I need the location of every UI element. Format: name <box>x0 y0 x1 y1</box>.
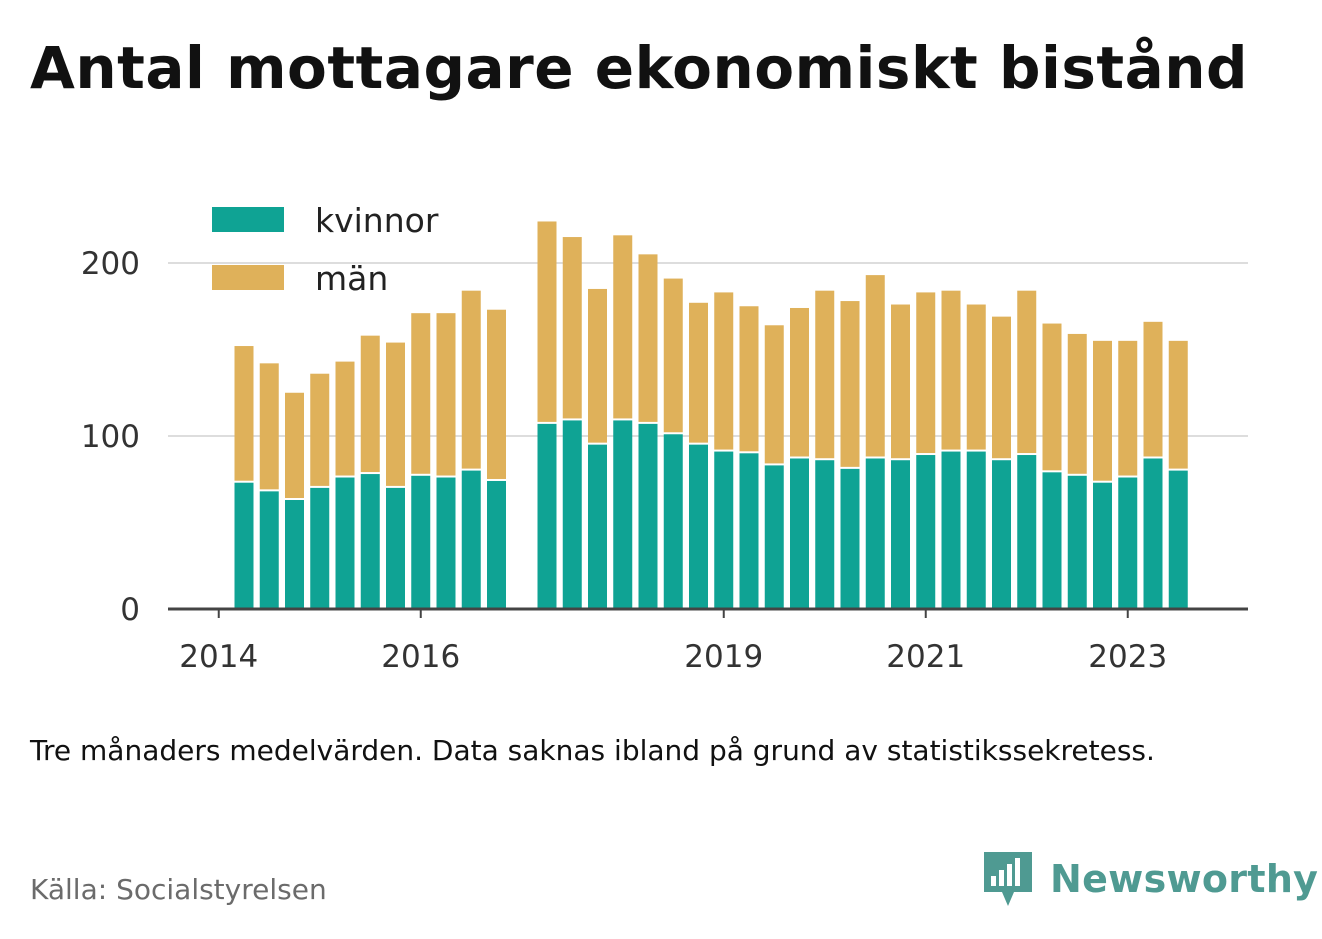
newsworthy-logo-icon <box>984 852 1032 906</box>
bar-kvinnor <box>689 444 708 609</box>
bar-kvinnor <box>815 460 835 609</box>
x-tick-label: 2014 <box>179 639 258 675</box>
bar-man <box>790 307 809 457</box>
bar-man <box>966 304 986 450</box>
bar-kvinnor <box>562 420 582 609</box>
legend: kvinnor män <box>212 201 439 298</box>
bar-man <box>714 292 734 450</box>
bar-man <box>360 335 380 473</box>
bar-man <box>638 254 658 422</box>
bar-kvinnor <box>1118 477 1138 609</box>
bar-kvinnor <box>1168 470 1188 609</box>
bar-man <box>1093 340 1112 481</box>
y-tick-label: 0 <box>120 592 140 628</box>
legend-label: kvinnor <box>315 201 439 240</box>
bar-kvinnor <box>487 480 506 609</box>
bar-man <box>891 304 910 459</box>
bar-man <box>411 313 431 474</box>
bar-kvinnor <box>335 477 355 609</box>
bar-man <box>739 306 759 452</box>
bar-man <box>1017 290 1037 454</box>
bar-man <box>815 290 835 459</box>
x-tick-label: 2021 <box>886 639 965 675</box>
bar-man <box>234 346 254 481</box>
brand-name: Newsworthy <box>1050 857 1319 901</box>
bar-man <box>840 301 860 467</box>
bar-kvinnor <box>461 470 481 609</box>
bar-kvinnor <box>310 487 330 609</box>
bar-kvinnor <box>386 487 405 609</box>
bar-man <box>865 275 885 457</box>
bar-man <box>992 316 1011 459</box>
bar-man <box>386 342 405 486</box>
y-tick-label: 200 <box>81 246 140 282</box>
bar-kvinnor <box>891 460 910 609</box>
bar-kvinnor <box>764 465 784 609</box>
bar-kvinnor <box>840 468 860 609</box>
x-tick-label: 2016 <box>381 639 460 675</box>
bar-kvinnor <box>411 475 431 609</box>
bar-kvinnor <box>790 458 809 609</box>
brand[interactable]: Newsworthy <box>980 848 1318 910</box>
bar-man <box>537 221 557 422</box>
bar-man <box>588 288 607 443</box>
bar-man <box>764 325 784 464</box>
bar-man <box>285 392 304 499</box>
bar-man <box>310 373 330 486</box>
x-tick-label: 2023 <box>1088 639 1167 675</box>
source-label: Källa: Socialstyrelsen <box>30 873 327 906</box>
bar-man <box>941 290 961 450</box>
bar-kvinnor <box>537 423 557 609</box>
bar-man <box>1143 321 1163 457</box>
bar-kvinnor <box>992 460 1011 609</box>
bar-man <box>1042 323 1062 471</box>
bar-man <box>335 361 355 476</box>
bar-kvinnor <box>436 477 456 609</box>
bar-kvinnor <box>360 474 380 609</box>
bar-kvinnor <box>714 451 734 609</box>
bar-kvinnor <box>1067 475 1087 609</box>
bar-kvinnor <box>613 420 633 609</box>
y-tick-label: 100 <box>81 419 140 455</box>
bar-kvinnor <box>259 491 279 609</box>
bar-man <box>613 235 633 419</box>
bar-kvinnor <box>1093 482 1112 609</box>
bar-man <box>1118 340 1138 476</box>
bar-man <box>916 292 936 454</box>
bar-kvinnor <box>941 451 961 609</box>
bar-man <box>1168 340 1188 469</box>
legend-swatch <box>212 265 284 290</box>
bar-man <box>259 363 279 490</box>
bar-kvinnor <box>1143 458 1163 609</box>
bar-kvinnor <box>865 458 885 609</box>
bar-kvinnor <box>739 453 759 609</box>
bar-kvinnor <box>588 444 607 609</box>
bar-kvinnor <box>916 455 936 609</box>
bar-man <box>461 290 481 469</box>
bar-man <box>487 309 506 479</box>
chart-title: Antal mottagare ekonomiskt bistånd <box>30 34 1249 102</box>
x-tick-label: 2019 <box>684 639 763 675</box>
bar-man <box>562 237 582 419</box>
legend-label: män <box>315 259 388 298</box>
bar-kvinnor <box>638 423 658 609</box>
bar-man <box>689 302 708 443</box>
chart-note: Tre månaders medelvärden. Data saknas ib… <box>30 734 1155 767</box>
bar-man <box>663 278 683 433</box>
bar-chart: 0 100 200 2014 2016 2019 2021 2023 kvinnor män <box>81 201 1248 675</box>
bar-kvinnor <box>966 451 986 609</box>
bar-kvinnor <box>1042 472 1062 609</box>
bar-man <box>1067 333 1087 474</box>
bars <box>234 221 1188 609</box>
bar-kvinnor <box>1017 455 1037 609</box>
bar-man <box>436 313 456 476</box>
bar-kvinnor <box>234 482 254 609</box>
axes: 0 100 200 2014 2016 2019 2021 2023 <box>81 246 1248 675</box>
bar-kvinnor <box>285 500 304 609</box>
bar-kvinnor <box>663 434 683 609</box>
legend-swatch <box>212 207 284 232</box>
